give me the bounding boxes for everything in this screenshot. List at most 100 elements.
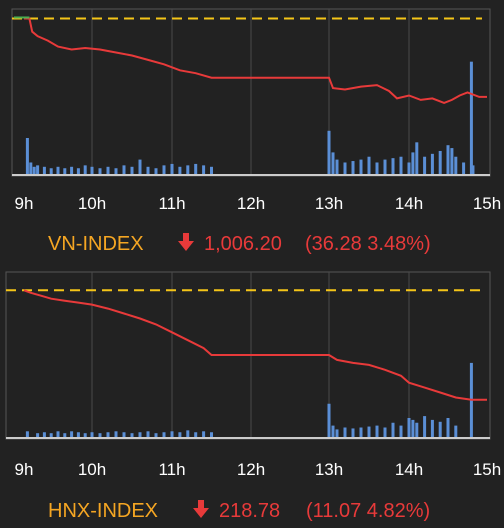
vn-index-volume-bar [469, 61, 473, 174]
vn-index-volume-bar [411, 152, 415, 174]
vn-index-volume-bar [471, 165, 475, 174]
vn-index-volume-bar [462, 162, 466, 174]
hnx-index-volume-bar [343, 427, 347, 437]
vn-index-volume-bar [446, 145, 450, 174]
vn-index-volume-bar [186, 165, 190, 174]
hnx-index-volume-bar [186, 430, 190, 437]
vn-index-grid [12, 9, 490, 176]
hnx-index-volume-bar [56, 431, 60, 437]
hnx-index-volume-bar [83, 433, 87, 437]
vn-index-volume-bar [454, 156, 458, 174]
vn-index-volume-bar [423, 156, 427, 174]
vn-index-volume-bar [438, 150, 442, 174]
vn-index-volume-bar [25, 138, 29, 174]
vn-index-volume-bar [29, 162, 33, 174]
hnx-index-tick-label: 15h [473, 460, 501, 479]
hnx-index-tick-label: 14h [395, 460, 423, 479]
down-arrow-icon [178, 233, 194, 251]
vn-index-volume-bar [430, 153, 434, 174]
hnx-index-volume-bar [70, 431, 74, 437]
vn-index-volume-bar [98, 168, 102, 174]
vn-index-volume-bar [194, 163, 198, 174]
hnx-index-price-line [23, 289, 487, 401]
vn-index-panel: 9h 10h 11h 12h 13h 14h 15h VN-INDEX 1,006.20 (… [11, 8, 502, 255]
vn-index-volume-bar [375, 162, 379, 174]
hnx-index-tick-label: 10h [78, 460, 106, 479]
hnx-index-volume-bar [446, 418, 450, 437]
vn-index-volume-bar [36, 165, 40, 174]
vn-index-volume-bar [359, 159, 363, 174]
hnx-index-volume-bar [76, 432, 80, 437]
hnx-index-volume-bar [194, 432, 198, 437]
vn-index-volume-bar [327, 130, 331, 174]
hnx-index-volume-bar [138, 432, 142, 437]
vn-index-volume-bar [154, 168, 158, 174]
vn-index-volume-bar [202, 165, 206, 174]
vn-index-volume-bar [49, 168, 53, 174]
vn-index-volume-bar [76, 168, 80, 174]
vn-index-volume-bar [83, 165, 87, 174]
vn-index-x-ticks: 9h 10h 11h 12h 13h 14h 15h [15, 194, 502, 213]
vn-index-tick-label: 13h [315, 194, 343, 213]
hnx-index-volume-bar [331, 425, 335, 437]
hnx-index-volume-bar [202, 431, 206, 437]
vn-index-volume-bar [70, 166, 74, 174]
hnx-index-volume-bar [146, 431, 150, 437]
vn-index-volume-bar [130, 166, 134, 174]
vn-index-change: (36.28 3.48%) [305, 233, 431, 255]
vn-index-volume-bar [162, 165, 166, 174]
hnx-index-volume-bar [423, 416, 427, 437]
vn-index-volume-bar [114, 168, 118, 174]
hnx-index-volume-bar [367, 426, 371, 437]
hnx-index-volume-bar [154, 433, 158, 437]
hnx-index-volume-bar [335, 429, 339, 437]
vn-index-tick-label: 11h [158, 194, 185, 213]
down-arrow-icon [193, 500, 209, 518]
hnx-index-volume-bar [411, 419, 415, 437]
hnx-index-volume-bar [430, 419, 434, 437]
hnx-index-volume-bar [36, 433, 40, 437]
vn-index-tick-label: 12h [237, 194, 265, 213]
hnx-index-panel: 9h 10h 11h 12h 13h 14h 15h HNX-INDEX 218.78 (1… [5, 271, 502, 522]
vn-index-volume-bar [343, 162, 347, 174]
hnx-index-tick-label: 12h [237, 460, 265, 479]
vn-index-volume-bar [383, 159, 387, 174]
hnx-index-tick-label: 13h [315, 460, 343, 479]
hnx-index-volume-bar [438, 421, 442, 437]
vn-index-volume-bar [399, 156, 403, 174]
hnx-index-tick-label: 9h [15, 460, 34, 479]
hnx-index-tick-label: 11h [158, 460, 185, 479]
hnx-index-volume-bar [399, 425, 403, 437]
vn-index-value: 1,006.20 [204, 233, 282, 255]
hnx-index-volume-bar [106, 432, 110, 437]
hnx-index-volume-bar [49, 433, 53, 437]
hnx-index-volume-bar [170, 431, 174, 437]
vn-index-tick-label: 14h [395, 194, 423, 213]
hnx-index-volume-bar [454, 425, 458, 437]
hnx-index-volume-bar [42, 432, 46, 437]
hnx-index-volume-bar [98, 433, 102, 437]
hnx-index-volume-bar [63, 433, 67, 437]
hnx-index-volume-bar [407, 418, 411, 437]
vn-index-tick-label: 15h [473, 194, 501, 213]
vn-index-volume-bar [146, 166, 150, 174]
vn-index-volume-bar [367, 156, 371, 174]
hnx-index-volume-bar [178, 432, 182, 437]
hnx-index-volume-bar [415, 422, 419, 437]
hnx-index-change: (11.07 4.82%) [306, 500, 430, 522]
vn-index-volume-bar [138, 159, 142, 174]
hnx-index-volume-bar [391, 422, 395, 437]
hnx-index-volume-bar [359, 427, 363, 437]
vn-index-volume-bar [122, 165, 126, 174]
vn-index-volume-bar [450, 148, 454, 174]
vn-index-volume-bar [42, 166, 46, 174]
vn-index-tick-label: 10h [78, 194, 106, 213]
vn-index-volume [25, 61, 475, 174]
vn-index-volume-bar [351, 161, 355, 174]
vn-index-volume-bar [63, 168, 67, 174]
vn-index-name: VN-INDEX [48, 233, 144, 255]
vn-index-volume-bar [90, 166, 94, 174]
hnx-index-x-ticks: 9h 10h 11h 12h 13h 14h 15h [15, 460, 502, 479]
hnx-index-volume-bar [130, 433, 134, 437]
